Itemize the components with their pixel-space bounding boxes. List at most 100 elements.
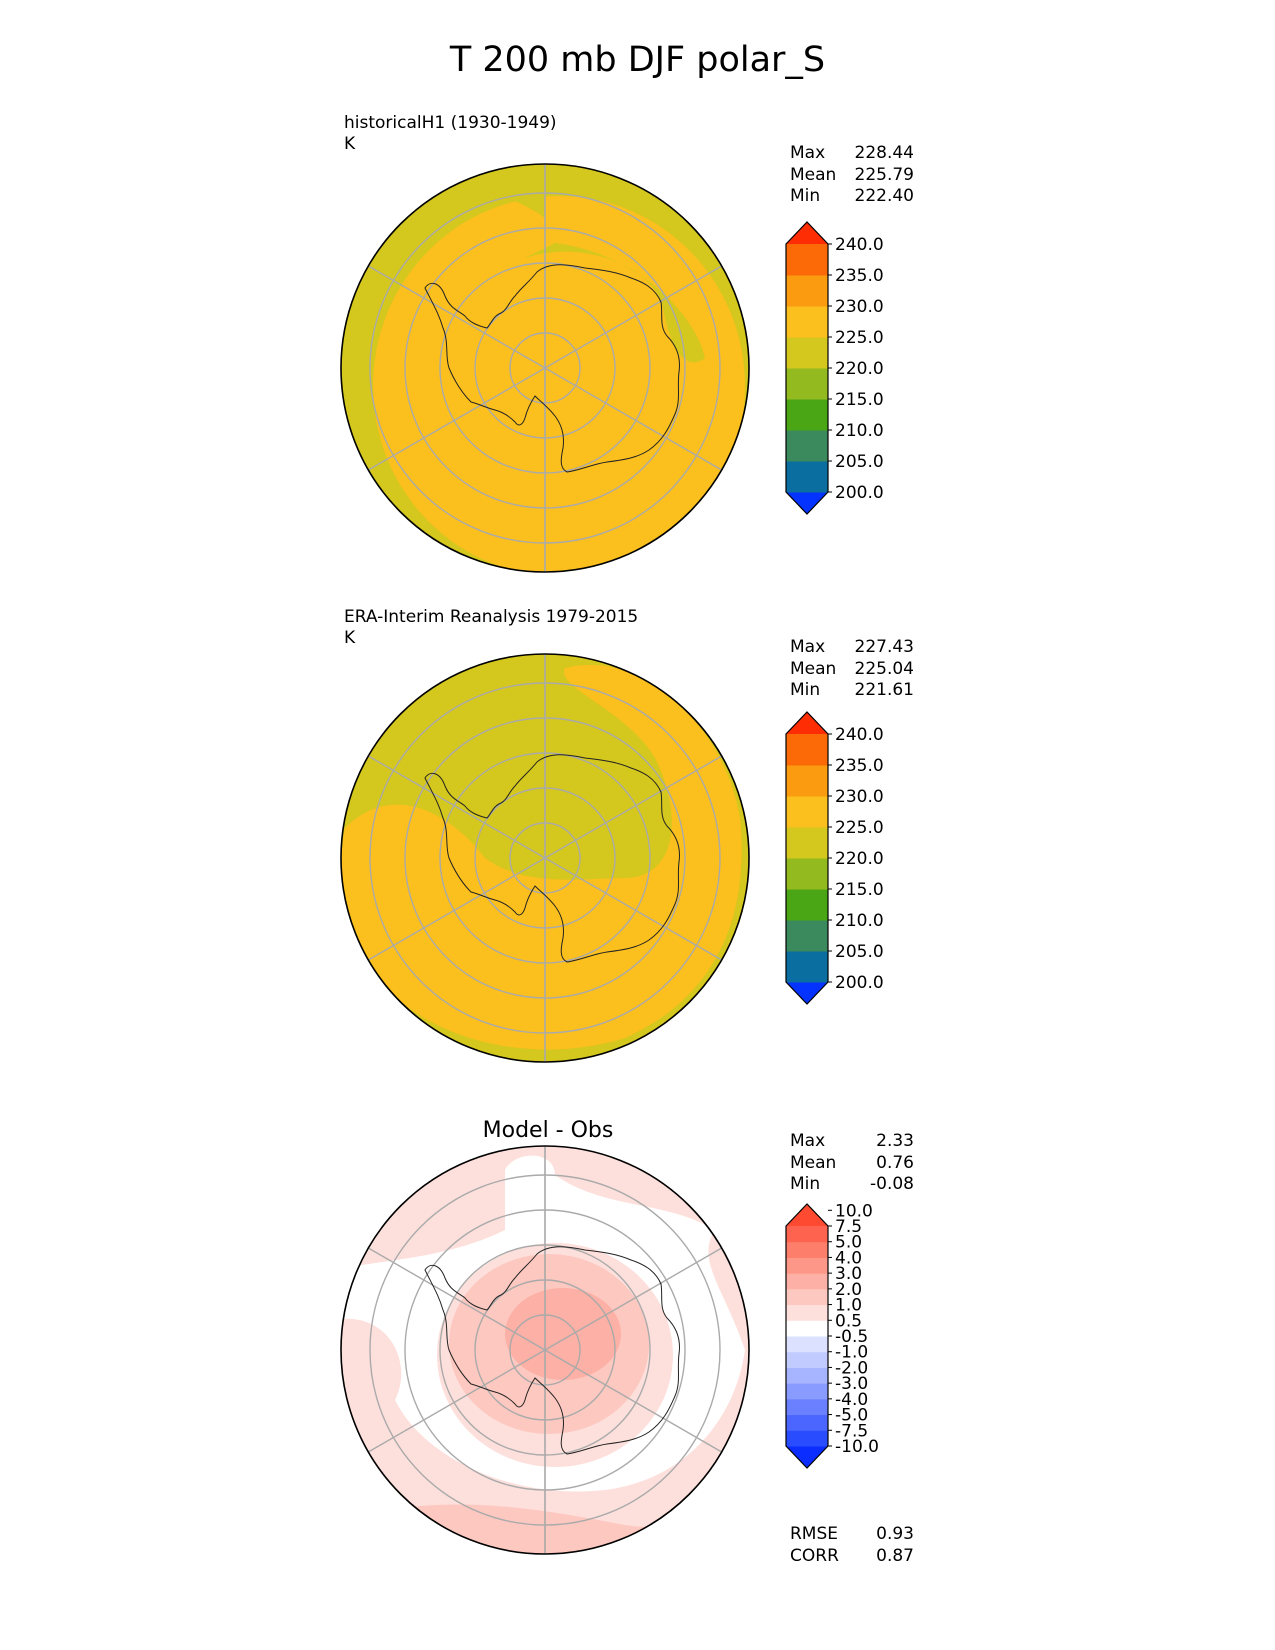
colorbar-tick-label: 1.0 <box>835 1296 862 1316</box>
colorbar-tick-label: 240.0 <box>835 725 884 745</box>
colorbar-swatch <box>786 734 828 766</box>
colorbar-swatch <box>786 399 828 431</box>
stat-value: -0.08 <box>870 1174 914 1194</box>
colorbar-tick-label: 220.0 <box>835 849 884 869</box>
reference-colorbar: 200.0 205.0 210.0 215.0 220.0 225.0 230.0 235.0… <box>785 711 884 1005</box>
reference-stats: Max 227.43 Mean 225.04 Min 221.61 <box>790 637 914 702</box>
test-panel-title: historicalH1 (1930-1949) K <box>344 113 557 155</box>
colorbar-tick-label: 225.0 <box>835 328 884 348</box>
reference-panel-name: ERA-Interim Reanalysis 1979-2015 <box>344 607 639 627</box>
colorbar-swatch <box>786 1257 828 1274</box>
difference-stats: Max 2.33 Mean 0.76 Min -0.08 <box>790 1131 914 1196</box>
colorbar-swatch <box>786 1336 828 1353</box>
colorbar-tick-label: 215.0 <box>835 390 884 410</box>
colorbar-swatch <box>786 1273 828 1290</box>
colorbar-tick-label: 3.0 <box>835 1264 862 1284</box>
meridian-line <box>544 857 723 961</box>
colorbar-swatch <box>786 889 828 921</box>
test-panel-units: K <box>344 134 356 154</box>
test-map <box>341 164 749 572</box>
reference-map <box>341 654 749 1062</box>
stat-label: Mean <box>790 1152 837 1173</box>
reference-panel-title: ERA-Interim Reanalysis 1979-2015 K <box>344 607 638 649</box>
stat-value: 221.61 <box>854 680 914 700</box>
stat-label: Min <box>790 680 821 700</box>
colorbar-tick-label: 210.0 <box>835 911 884 931</box>
colorbar-swatch <box>786 1351 828 1368</box>
map-boundary <box>340 163 750 573</box>
meridian-line <box>544 367 723 471</box>
colorbar-swatch <box>786 1383 828 1400</box>
colorbar-tick-label: 240.0 <box>835 235 884 255</box>
stat-label: Max <box>790 143 826 163</box>
difference-metrics: RMSE 0.93 CORR 0.87 <box>790 1524 914 1567</box>
stat-value: 0.76 <box>876 1152 914 1173</box>
colorbar-swatch <box>786 1398 828 1416</box>
colorbar-tick-label: 215.0 <box>835 880 884 900</box>
difference-panel-title: Model - Obs <box>482 1118 614 1143</box>
meridian-line <box>367 755 546 859</box>
colorbar-tick-label: 205.0 <box>835 452 884 472</box>
colorbar-swatch <box>786 368 828 400</box>
colorbar-swatch <box>786 920 828 952</box>
colorbar-tick-label: 10.0 <box>835 1201 873 1221</box>
colorbar-tick-label: 235.0 <box>835 266 884 286</box>
test-stats: Max 228.44 Mean 225.79 Min 222.40 <box>790 143 914 208</box>
metric-value: 0.93 <box>876 1524 914 1544</box>
colorbar-swatch <box>786 306 828 338</box>
stat-value: 222.40 <box>854 186 914 206</box>
stat-label: Mean <box>790 164 837 185</box>
colorbar-tick-label: 200.0 <box>835 973 884 993</box>
stat-value: 225.04 <box>854 658 914 679</box>
colorbar-extend-max <box>786 1204 828 1226</box>
colorbar-tick-label: 230.0 <box>835 787 884 807</box>
map-boundary <box>340 653 750 1063</box>
stat-label: Mean <box>790 658 837 679</box>
colorbar-tick-label: 235.0 <box>835 756 884 776</box>
difference-colorbar: -10.0-7.5-5.0-4.0-3.0-2.0-1.0-0.50.51.02… <box>785 1201 879 1469</box>
meridian-line <box>544 1349 723 1453</box>
field-225-230 <box>341 664 742 1050</box>
colorbar-swatch <box>786 1430 828 1447</box>
stat-label: Max <box>790 637 826 657</box>
colorbar-tick-label: -4.0 <box>835 1390 868 1410</box>
colorbar-swatch <box>786 1241 828 1258</box>
meridian-line <box>544 265 723 369</box>
colorbar-tick-label: -10.0 <box>835 1437 879 1457</box>
figure-title: T 200 mb DJF polar_S <box>449 40 826 80</box>
field-225-230 <box>373 196 745 572</box>
colorbar-swatch <box>786 765 828 797</box>
colorbar-tick-label: 200.0 <box>835 483 884 503</box>
colorbar-swatch <box>786 337 828 369</box>
colorbar-tick-label: -5.0 <box>835 1406 868 1426</box>
stat-label: Min <box>790 1174 821 1194</box>
colorbar-swatch <box>786 1304 828 1321</box>
meridian-line <box>544 1247 723 1351</box>
colorbar-tick-label: 0.5 <box>835 1311 862 1331</box>
colorbar-swatch <box>786 1320 828 1337</box>
reference-panel-units: K <box>344 628 356 648</box>
colorbar-tick-label: 220.0 <box>835 359 884 379</box>
colorbar-swatch <box>786 461 828 493</box>
colorbar-tick-label: -2.0 <box>835 1358 868 1378</box>
colorbar-tick-label: 230.0 <box>835 297 884 317</box>
colorbar-tick-label: -7.5 <box>835 1421 868 1441</box>
field-220-225 <box>341 164 545 218</box>
colorbar-tick-label: 210.0 <box>835 421 884 441</box>
stat-value: 225.79 <box>854 164 914 185</box>
colorbar-tick-label: 4.0 <box>835 1248 862 1268</box>
colorbar-swatch <box>786 796 828 828</box>
test-panel-name: historicalH1 (1930-1949) <box>344 113 557 133</box>
colorbar-tick-label: 7.5 <box>835 1217 862 1237</box>
meridian-line <box>367 1247 546 1351</box>
meridian-line <box>544 755 723 859</box>
colorbar-tick-label: -3.0 <box>835 1374 868 1394</box>
colorbar-swatch <box>786 858 828 890</box>
colorbar-tick-label: 205.0 <box>835 942 884 962</box>
colorbar-extend-min <box>786 1446 828 1468</box>
colorbar-tick-label: 5.0 <box>835 1233 862 1253</box>
colorbar-tick-label: -1.0 <box>835 1343 868 1363</box>
colorbar-swatch <box>786 1367 828 1384</box>
colorbar-tick-label: -0.5 <box>835 1327 868 1347</box>
